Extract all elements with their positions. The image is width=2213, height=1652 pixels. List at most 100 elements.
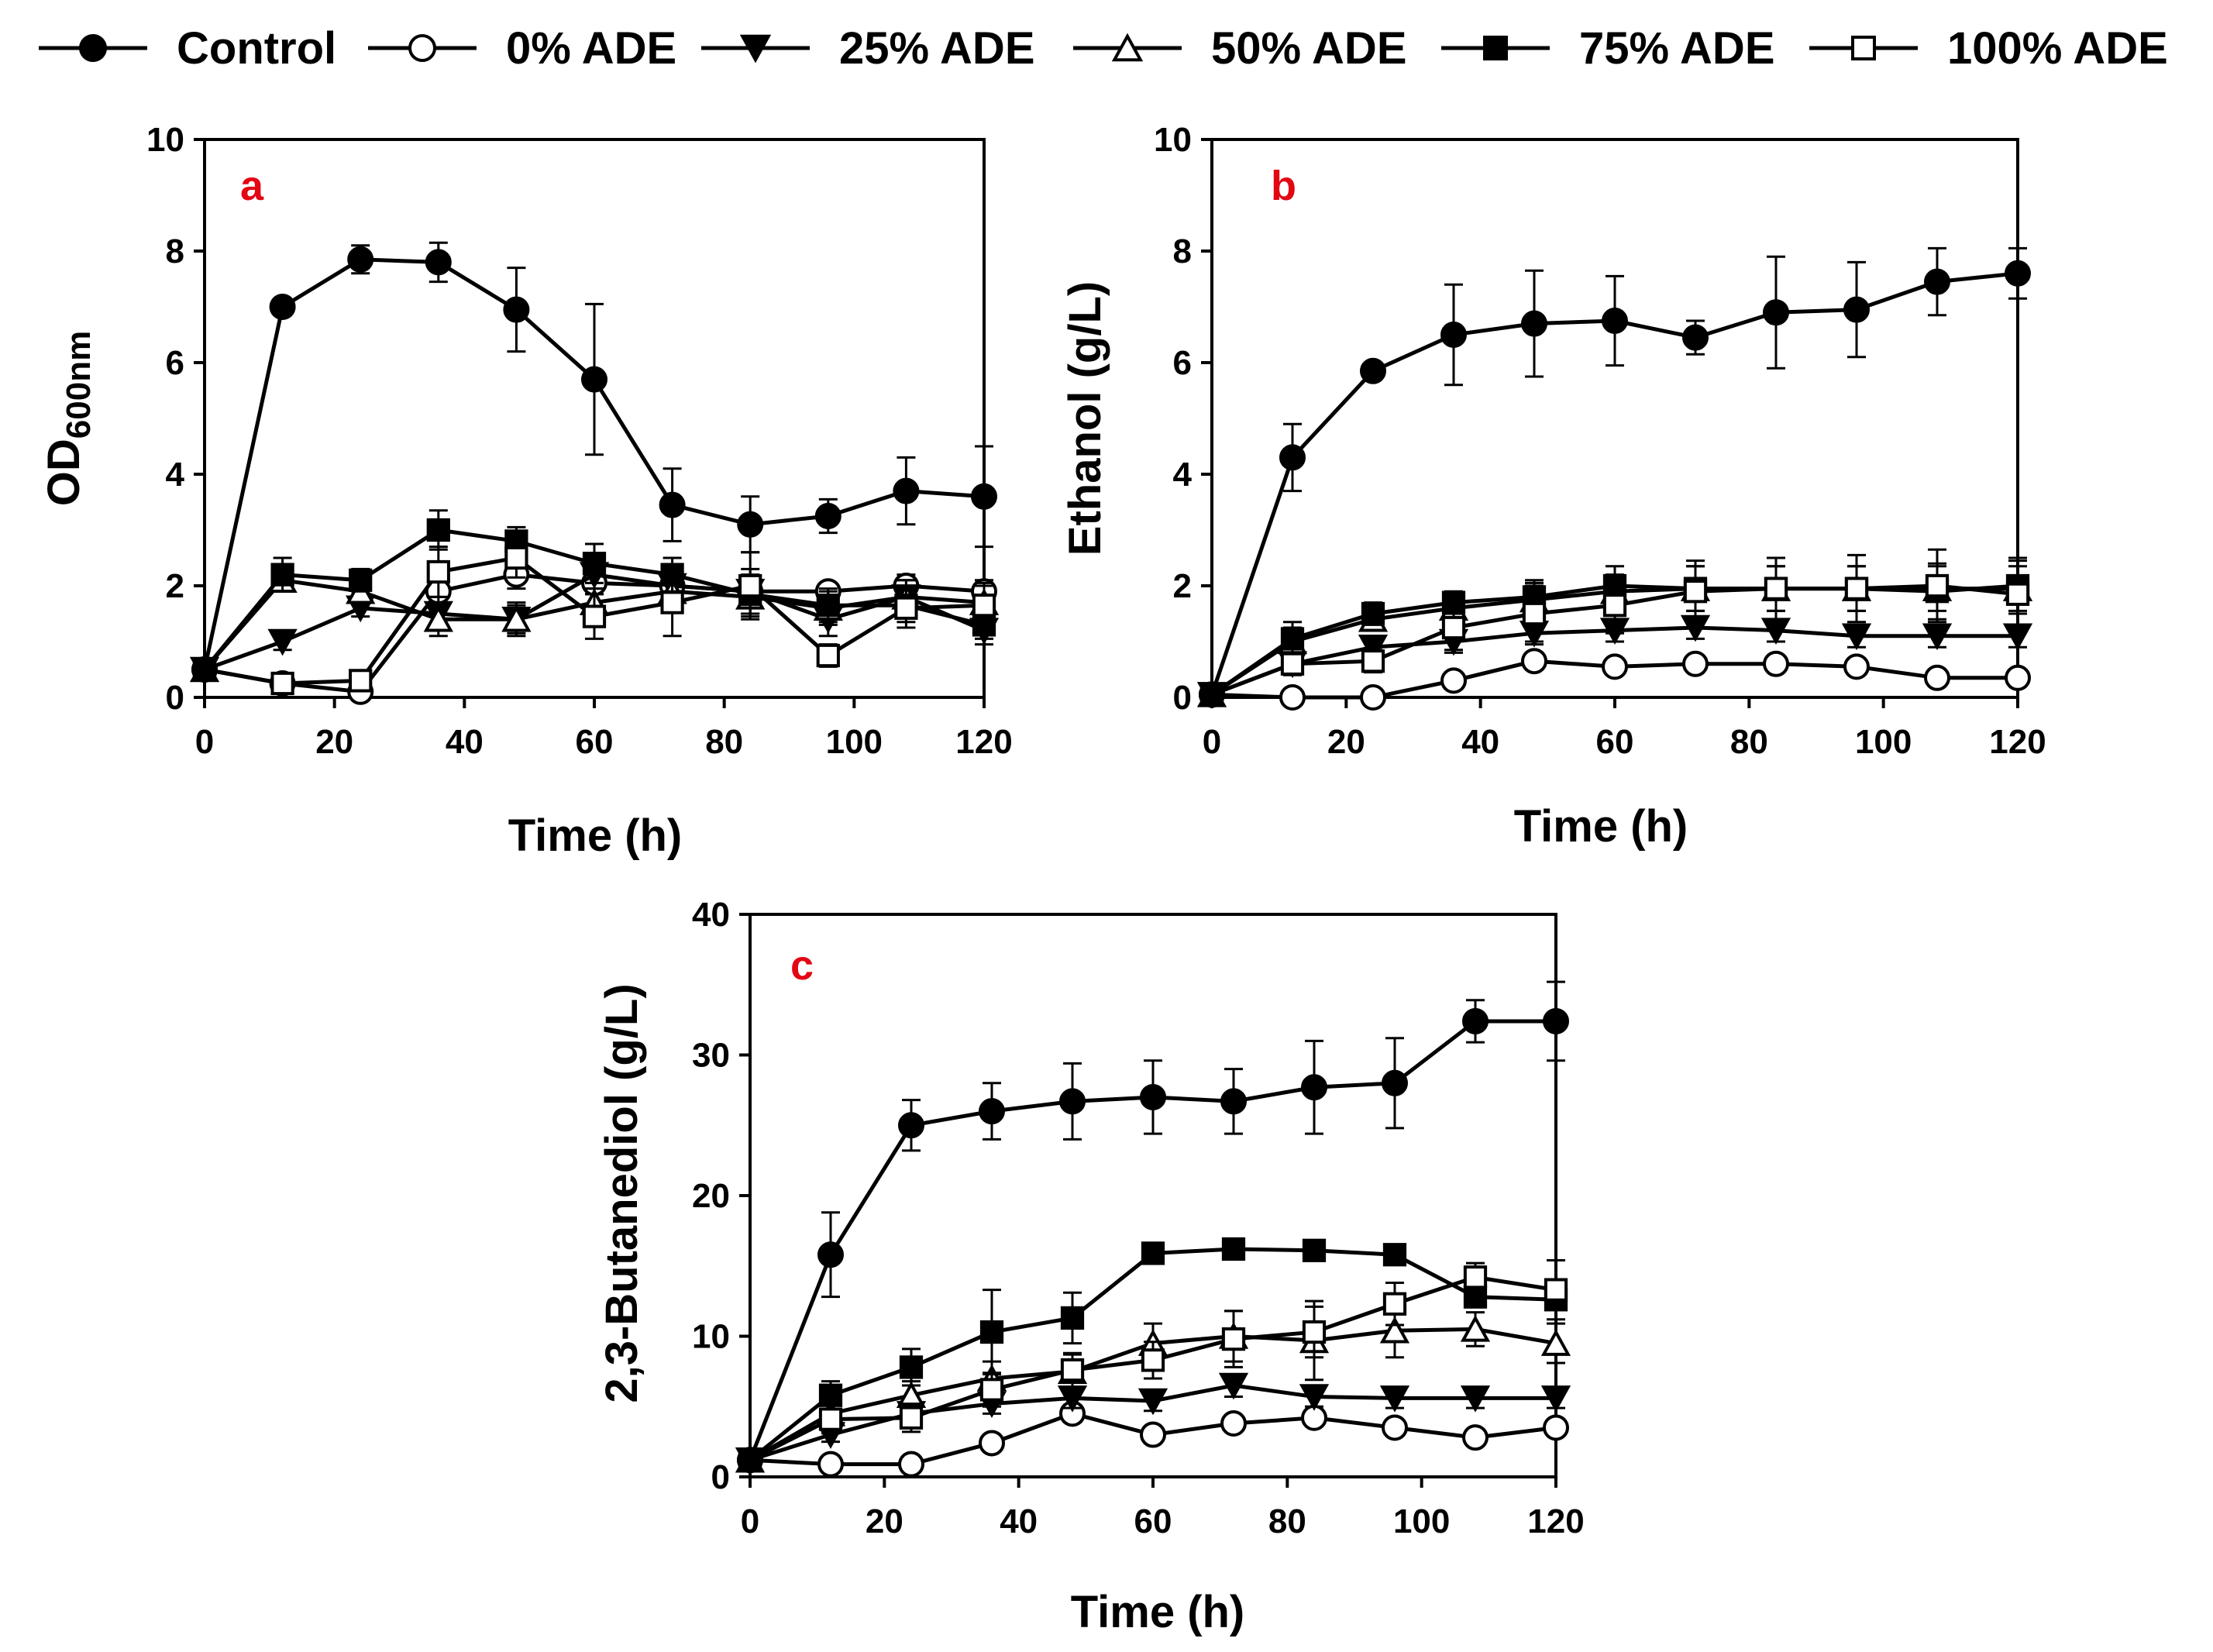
panel-b-data-point: [1521, 310, 1547, 337]
panel-b-data-point: [1358, 634, 1389, 662]
panel-b-data-point: [1925, 573, 1950, 598]
panel-a-od600: 0 20 40 60 80 100 120 0 2 4 6 8 10 a Time (h) OD600n…: [39, 121, 1013, 861]
panel-a-ytick-label: 0: [166, 679, 184, 717]
panel-b-data-point: [1441, 615, 1466, 640]
panel-b-ytick-label: 6: [1173, 344, 1192, 382]
panel-a-xtick-label: 0: [195, 723, 214, 761]
panel-b-plot: 0 20 40 60 80 100 120 0 2 4 6 8 10: [1154, 121, 2046, 761]
panel-c-data-point: [1462, 1424, 1489, 1451]
panel-c-data-point: [1543, 1007, 1569, 1034]
panel-a-xtick-label: 60: [576, 723, 614, 761]
panel-c-data-point: [979, 1098, 1005, 1125]
panel-a-data-point: [581, 366, 607, 393]
panel-b-data-point: [1280, 652, 1305, 676]
panel-a-letter: a: [240, 163, 264, 209]
panel-a-ytick-label: 10: [146, 121, 184, 159]
panel-a-data-point: [893, 477, 920, 504]
panel-c-data-point: [1301, 1074, 1327, 1101]
panel-c-xlabel: Time (h): [1071, 1587, 1245, 1637]
panel-a-ylabel-main: OD: [39, 439, 89, 506]
panel-a-data-point: [425, 249, 452, 276]
panel-c-ytick-label: 20: [692, 1177, 730, 1215]
panel-c-data-point: [1221, 1327, 1246, 1351]
panel-a-xlabel: Time (h): [508, 811, 683, 861]
panel-b-letter: b: [1271, 163, 1296, 209]
legend-item-control: Control: [39, 23, 336, 74]
legend-marker-triangle-up-open-icon: [1111, 33, 1144, 62]
panel-c-data-point: [1220, 1088, 1247, 1115]
panel-b-series-100pct-ade: [1199, 548, 2030, 707]
panel-b-xtick-label: 100: [1855, 723, 1912, 761]
panel-a-series-100pct-ade: [192, 537, 996, 696]
panel-a-data-point: [972, 594, 996, 618]
panel-c-data-point: [1540, 1329, 1571, 1356]
panel-b-data-point: [1602, 653, 1628, 680]
panel-a-data-point: [504, 546, 528, 570]
panel-a-data-point: [349, 669, 373, 693]
panel-b-data-point: [1924, 664, 1950, 691]
panel-c-data-point: [1379, 1316, 1410, 1344]
panel-a-data-point: [659, 491, 686, 518]
panel-a-data-point: [426, 559, 450, 584]
panel-a-data-point: [191, 656, 218, 683]
panel-a-data-point: [816, 594, 840, 618]
legend-item-100pct-ade: 100% ADE: [1809, 23, 2168, 74]
panel-c-series-control: [737, 980, 1569, 1474]
panel-c-ytick-label: 10: [692, 1318, 730, 1356]
panel-b-xtick-label: 0: [1203, 723, 1221, 761]
panel-c-data-point: [979, 1320, 1004, 1344]
panel-b-ytick-label: 0: [1173, 679, 1192, 717]
panel-b-data-point: [1924, 268, 1950, 295]
panel-c-data-point: [1463, 1265, 1488, 1289]
panel-c-data-point: [1141, 1348, 1165, 1372]
panel-b-data-point: [1843, 296, 1870, 323]
panel-b-xtick-label: 80: [1730, 723, 1768, 761]
panel-b-data-point: [1279, 684, 1306, 711]
panel-a-data-point: [816, 643, 840, 668]
panel-c-data-point: [898, 1112, 924, 1139]
panel-c-xtick-label: 120: [1527, 1502, 1584, 1540]
panel-b-series-control: [1199, 246, 2031, 708]
panel-b-ethanol: 0 20 40 60 80 100 120 0 2 4 6 8 10 b Time (h) Ethano…: [1060, 121, 2046, 852]
panel-b-data-point: [1522, 601, 1547, 626]
legend-label: 0% ADE: [506, 23, 676, 74]
panel-c-data-point: [818, 1407, 843, 1431]
panel-a-data-point: [582, 604, 607, 628]
panel-a-xtick-label: 120: [955, 723, 1012, 761]
panel-b-data-point: [1764, 576, 1788, 601]
panel-c-xtick-label: 100: [1393, 1502, 1450, 1540]
panel-c-data-point: [1382, 1069, 1408, 1096]
panel-c-data-point: [899, 1406, 924, 1430]
panel-a-xtick-label: 40: [446, 723, 484, 761]
legend-item-0pct-ade: 0% ADE: [368, 23, 676, 74]
panel-b-data-point: [1602, 308, 1628, 334]
panel-a-xtick-label: 20: [315, 723, 353, 761]
panel-c-data-point: [1543, 1414, 1569, 1441]
panel-b-data-point: [2005, 582, 2030, 606]
panel-b-data-point: [1360, 684, 1386, 711]
panel-c-data-point: [979, 1378, 1004, 1402]
panel-b-data-point: [1360, 357, 1386, 384]
panel-b-xtick-label: 120: [1989, 723, 2046, 761]
panel-b-ytick-label: 4: [1173, 456, 1193, 494]
panel-b-ytick-label: 10: [1154, 121, 1192, 159]
panel-c-xtick-label: 80: [1268, 1502, 1306, 1540]
panel-c-data-point: [1460, 1385, 1491, 1413]
panel-c-ylabel: 2,3-Butanediol (g/L): [597, 983, 647, 1402]
legend-marker-circle-open-icon: [408, 34, 436, 62]
legend-marker-square-open-icon: [1851, 36, 1876, 60]
panel-c-data-point: [1382, 1243, 1407, 1267]
panel-a-ytick-label: 2: [166, 567, 184, 605]
panel-a-data-point: [270, 563, 294, 587]
panel-c-data-point: [1302, 1238, 1327, 1262]
legend-label: 75% ADE: [1579, 23, 1775, 74]
panel-c-data-point: [899, 1355, 924, 1379]
panel-c-data-point: [1382, 1414, 1408, 1441]
legend-label: 25% ADE: [839, 23, 1035, 74]
panel-c-ytick-label: 0: [711, 1458, 730, 1496]
panel-b-data-point: [1841, 623, 1872, 651]
panel-a-data-point: [349, 568, 373, 592]
panel-c-data-point: [1137, 1388, 1168, 1416]
legend-item-25pct-ade: 25% ADE: [701, 23, 1035, 74]
